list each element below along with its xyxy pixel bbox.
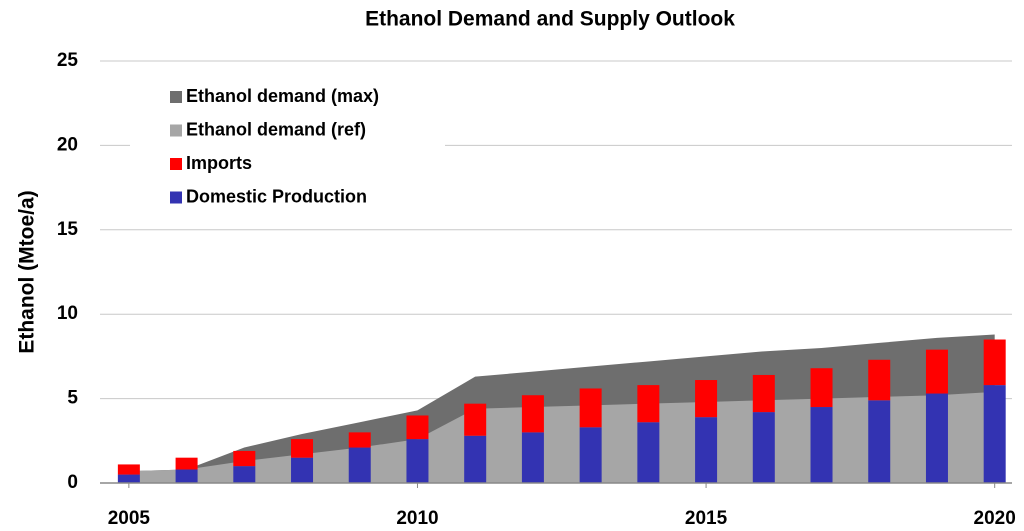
bar xyxy=(117,464,140,475)
bar xyxy=(868,359,891,401)
legend-swatch xyxy=(170,191,182,204)
bar xyxy=(291,439,314,458)
legend-label: Imports xyxy=(186,153,252,173)
legend-label: Ethanol demand (ref) xyxy=(186,119,366,139)
bar xyxy=(925,349,948,394)
y-tick-label: 10 xyxy=(57,303,78,324)
bar xyxy=(752,412,775,483)
bar xyxy=(868,400,891,483)
legend-label: Ethanol demand (max) xyxy=(186,86,379,106)
bar xyxy=(579,388,602,428)
bar xyxy=(521,432,544,483)
y-tick-label: 20 xyxy=(57,134,78,155)
bar xyxy=(464,403,487,436)
bar xyxy=(175,469,198,483)
bar xyxy=(291,457,314,483)
bar xyxy=(348,447,371,483)
bar xyxy=(233,450,256,467)
bar xyxy=(983,385,1006,483)
bar xyxy=(925,393,948,483)
y-tick-label: 15 xyxy=(57,219,79,240)
y-axis-label: Ethanol (Mtoe/a) xyxy=(16,190,39,353)
x-tick-label: 2005 xyxy=(108,508,151,529)
bar xyxy=(464,435,487,483)
bar xyxy=(983,339,1006,386)
bar xyxy=(117,474,140,483)
legend-swatch xyxy=(170,91,182,103)
chart-title: Ethanol Demand and Supply Outlook xyxy=(365,8,735,31)
bar xyxy=(637,385,660,423)
y-tick-label: 0 xyxy=(67,472,78,493)
bar xyxy=(810,368,833,408)
bar xyxy=(521,395,544,433)
bar xyxy=(695,380,718,418)
legend-label: Domestic Production xyxy=(186,186,367,206)
bar xyxy=(579,427,602,483)
bar xyxy=(752,374,775,413)
x-tick-label: 2010 xyxy=(396,508,438,529)
y-tick-label: 5 xyxy=(67,388,78,409)
bar xyxy=(406,415,429,440)
bar xyxy=(348,432,371,448)
legend-box xyxy=(130,80,445,215)
bar xyxy=(637,422,660,483)
legend-swatch xyxy=(170,158,182,170)
bar xyxy=(406,439,429,483)
bar xyxy=(233,466,256,483)
area xyxy=(128,391,995,483)
x-tick-label: 2020 xyxy=(974,508,1016,529)
legend-swatch xyxy=(170,124,182,137)
x-tick-label: 2015 xyxy=(685,508,728,529)
y-tick-label: 25 xyxy=(57,50,79,71)
bar xyxy=(175,457,198,470)
bar xyxy=(810,407,833,483)
bar xyxy=(695,417,718,483)
